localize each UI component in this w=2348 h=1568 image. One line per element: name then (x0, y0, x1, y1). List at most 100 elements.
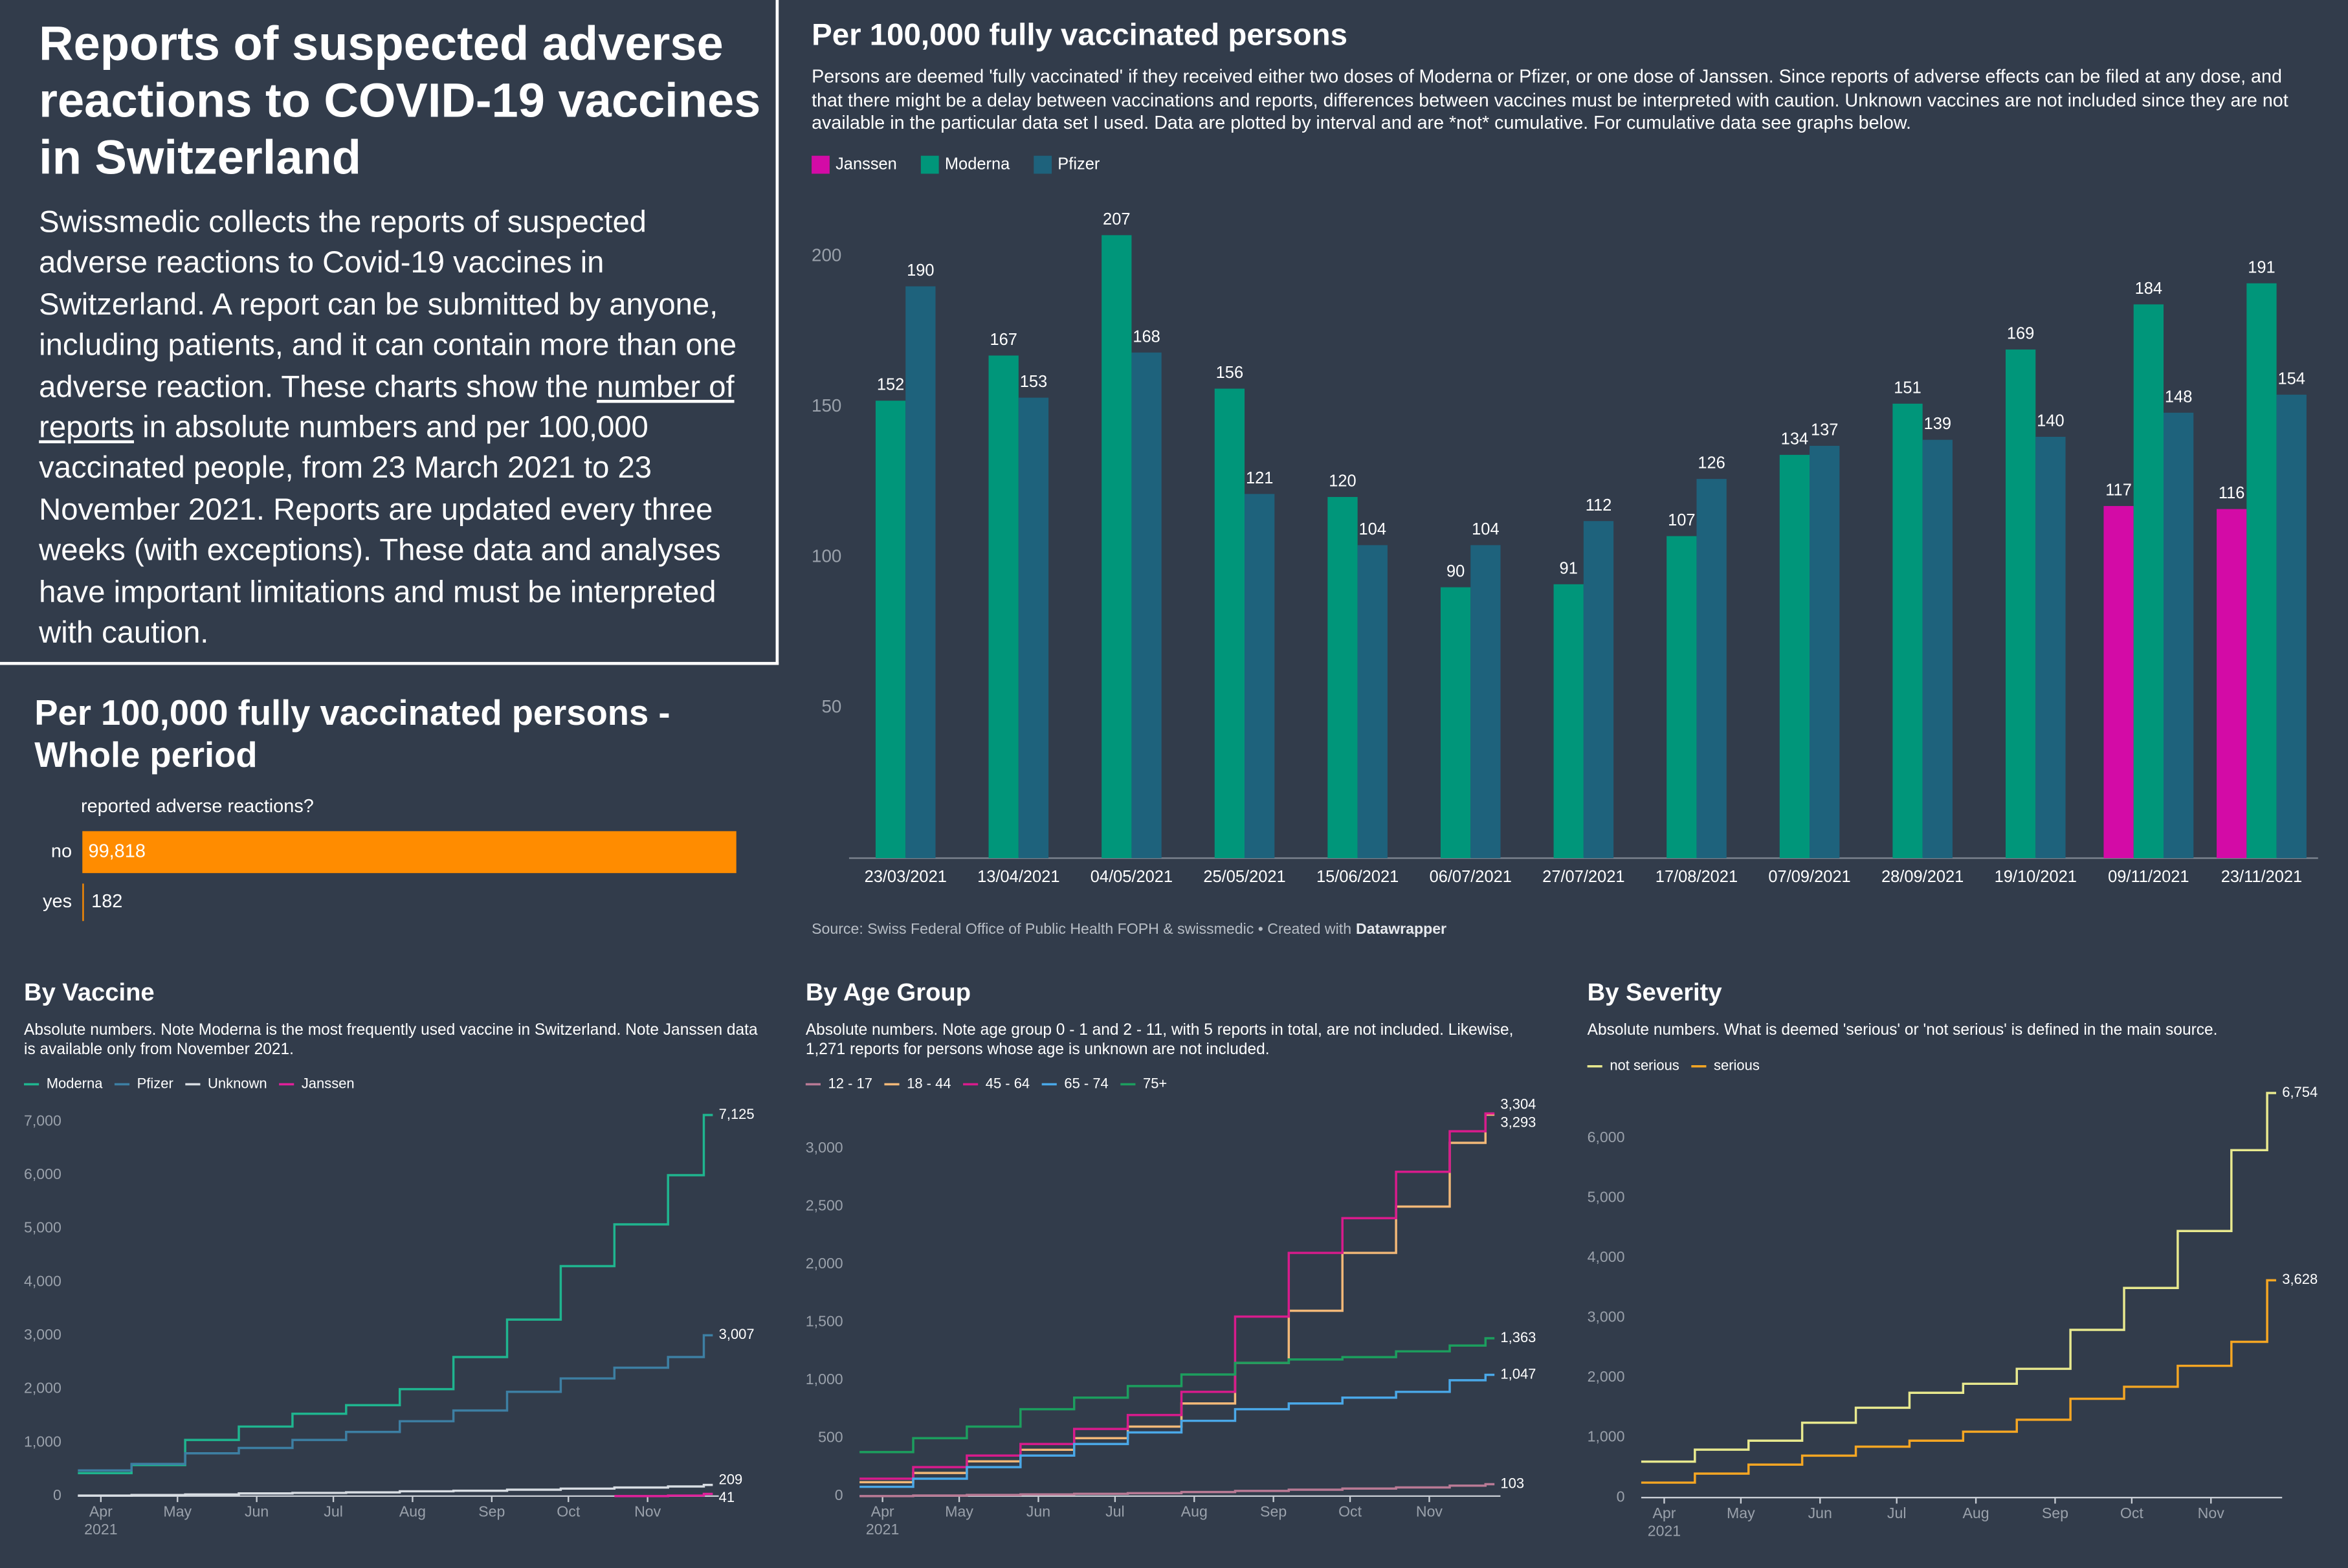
end-label: 7,125 (719, 1106, 755, 1122)
y-tick-label: 3,000 (1588, 1309, 1625, 1325)
legend-label: Pfizer (1058, 155, 1100, 173)
category-label: yes (43, 891, 72, 912)
intro-text: in absolute numbers and per 100,000 vacc… (39, 412, 721, 650)
x-year-label: 2021 (866, 1521, 899, 1538)
y-tick-label: 1,000 (24, 1433, 61, 1450)
bar (1667, 536, 1697, 859)
y-tick-label: 4,000 (1588, 1248, 1625, 1265)
x-tick-label: Sep (2042, 1505, 2068, 1521)
x-tick-label: Nov (1416, 1503, 1443, 1519)
x-tick-label: Apr (1652, 1505, 1676, 1521)
data-label: 169 (2007, 325, 2034, 343)
legend-swatch (920, 155, 939, 174)
source-text: Source: Swiss Federal Office of Public H… (812, 920, 1351, 937)
x-tick-label: Aug (1181, 1503, 1208, 1519)
data-label: 152 (877, 376, 904, 394)
source: Source: Swiss Federal Office of Public H… (812, 920, 1446, 937)
x-tick-label: Jul (324, 1503, 343, 1519)
y-tick-label: 0 (1617, 1488, 1625, 1505)
x-tick-label: Aug (1962, 1505, 1989, 1521)
line (78, 1483, 713, 1497)
data-label: 153 (1020, 373, 1047, 391)
x-tick-label: Jun (1808, 1505, 1832, 1521)
x-tick-label: Oct (2120, 1505, 2144, 1521)
end-label: 3,007 (719, 1326, 755, 1342)
line (859, 1373, 1495, 1488)
bar (1583, 521, 1614, 859)
data-label: 148 (2165, 388, 2192, 406)
intro-text: Swissmedic collects the reports of suspe… (39, 206, 737, 404)
x-tick-label: 25/05/2021 (1203, 868, 1285, 886)
y-tick-label: 1,000 (1588, 1428, 1625, 1445)
legend-label: 45 - 64 (986, 1075, 1030, 1091)
x-tick-label: Apr (871, 1503, 894, 1519)
data-label: 137 (1811, 421, 1838, 439)
x-tick-label: May (163, 1503, 192, 1519)
x-tick-label: Apr (89, 1503, 113, 1519)
data-label: 184 (2135, 280, 2162, 298)
chart-subtitle: Persons are deemed 'fully vaccinated' if… (812, 65, 2288, 134)
chart-title: Per 100,000 fully vaccinated persons - W… (34, 693, 670, 775)
legend-label: 12 - 17 (828, 1075, 872, 1091)
data-label: 140 (2037, 412, 2064, 430)
end-label: 3,628 (2282, 1271, 2318, 1287)
bar (1779, 454, 1810, 859)
end-label: 103 (1500, 1475, 1524, 1491)
bar (1357, 545, 1388, 859)
chart-subtitle: Absolute numbers. Note Moderna is the mo… (24, 1021, 758, 1060)
line (614, 1492, 713, 1497)
y-tick-label: 1,500 (806, 1313, 843, 1330)
y-tick-label: 500 (818, 1429, 843, 1446)
x-tick-label: 09/11/2021 (2108, 868, 2189, 886)
x-tick-label: Oct (557, 1503, 581, 1519)
bar (1018, 397, 1049, 859)
legend-label: not serious (1610, 1057, 1679, 1074)
y-tick-label: 200 (812, 245, 841, 265)
data-label: 156 (1216, 364, 1243, 382)
x-tick-label: Jun (245, 1503, 269, 1519)
bar (2005, 349, 2036, 859)
category-label: no (51, 841, 72, 861)
bar (1810, 445, 1840, 859)
end-label: 209 (719, 1471, 743, 1487)
y-tick-label: 5,000 (1588, 1188, 1625, 1205)
legend-label: Unknown (208, 1075, 267, 1091)
data-label: 112 (1586, 496, 1612, 514)
x-tick-label: 04/05/2021 (1091, 868, 1173, 886)
legend-label: 65 - 74 (1064, 1075, 1108, 1091)
line (1641, 1092, 2276, 1463)
x-tick-label: May (1727, 1505, 1755, 1521)
data-label: 190 (907, 261, 934, 280)
y-tick-label: 2,000 (1588, 1368, 1625, 1385)
bar (2217, 509, 2247, 859)
x-tick-label: May (945, 1503, 973, 1519)
data-label: 104 (1359, 520, 1386, 538)
line (859, 1337, 1495, 1453)
data-label: 167 (990, 331, 1017, 349)
x-tick-label: Aug (399, 1503, 426, 1519)
bar (2246, 283, 2277, 859)
x-tick-label: Jul (1105, 1503, 1125, 1519)
y-tick-label: 6,000 (1588, 1129, 1625, 1145)
y-tick-label: 150 (812, 395, 841, 415)
legend-label: Pfizer (137, 1075, 173, 1091)
bar (1553, 584, 1584, 859)
y-tick-label: 3,000 (806, 1139, 843, 1156)
bar (82, 831, 737, 874)
data-label: 168 (1133, 327, 1160, 346)
data-label: 154 (2278, 370, 2305, 388)
bar (2276, 394, 2307, 859)
x-tick-label: 19/10/2021 (1995, 868, 2077, 886)
bar (1214, 388, 1245, 859)
x-tick-label: Nov (634, 1503, 661, 1519)
data-label: 90 (1446, 562, 1465, 580)
y-tick-label: 100 (812, 546, 841, 566)
x-tick-label: 07/09/2021 (1768, 868, 1850, 886)
legend-swatch (812, 155, 830, 174)
y-tick-label: 1,000 (806, 1371, 843, 1387)
legend-label: 75+ (1143, 1075, 1167, 1091)
end-label: 1,363 (1500, 1329, 1536, 1345)
x-tick-label: 15/06/2021 (1316, 868, 1399, 886)
x-tick-label: Nov (2198, 1505, 2225, 1521)
